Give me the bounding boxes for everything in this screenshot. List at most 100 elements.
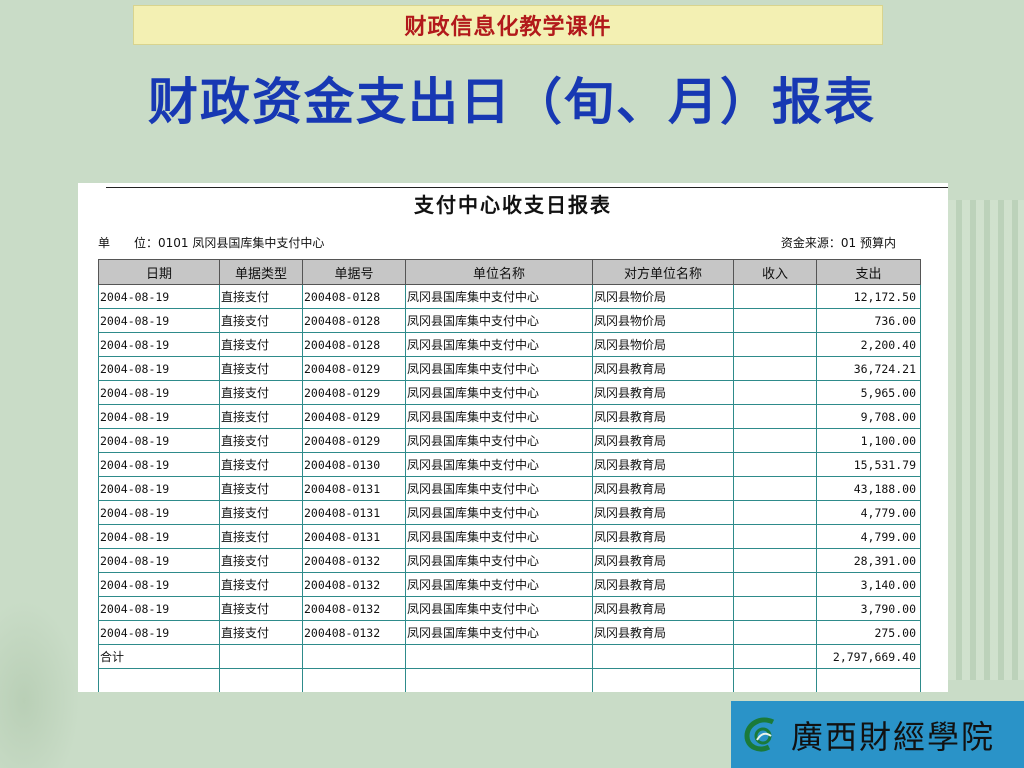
cell-counterparty: 凤冈县教育局 <box>592 476 734 501</box>
empty-row <box>98 668 921 692</box>
fund-source-label: 资金来源： <box>780 236 841 250</box>
cell-expense: 4,779.00 <box>816 500 921 525</box>
cell-unit-name: 凤冈县国库集中支付中心 <box>405 572 593 597</box>
cell-counterparty: 凤冈县教育局 <box>592 596 734 621</box>
slide-title: 财政资金支出日（旬、月）报表 <box>148 72 876 131</box>
cell-unit-name: 凤冈县国库集中支付中心 <box>405 500 593 525</box>
report-top-rule <box>106 187 948 188</box>
cell-doc-type: 直接支付 <box>219 356 303 381</box>
cell-unit-name: 凤冈县国库集中支付中心 <box>405 356 593 381</box>
cell-doc-number: 200408-0132 <box>302 620 406 645</box>
cell-doc-type: 直接支付 <box>219 308 303 333</box>
cell-doc-number: 200408-0129 <box>302 380 406 405</box>
table-row: 2004-08-19 直接支付 200408-0129 凤冈县国库集中支付中心 凤冈县教… <box>98 404 921 429</box>
cell-income <box>733 500 817 525</box>
cell-doc-number: 200408-0129 <box>302 428 406 453</box>
table-row: 2004-08-19 直接支付 200408-0132 凤冈县国库集中支付中心 凤冈县教… <box>98 572 921 597</box>
cell-income <box>733 596 817 621</box>
table-row: 2004-08-19 直接支付 200408-0130 凤冈县国库集中支付中心 凤冈县教… <box>98 452 921 477</box>
unit-label: 单 位： <box>98 236 159 250</box>
table-row: 2004-08-19 直接支付 200408-0131 凤冈县国库集中支付中心 凤冈县教… <box>98 500 921 525</box>
cell-counterparty: 凤冈县教育局 <box>592 404 734 429</box>
cell-counterparty: 凤冈县教育局 <box>592 524 734 549</box>
report-table: 日期 单据类型 单据号 单位名称 对方单位名称 收入 支出 2004-08-19… <box>98 259 921 692</box>
cell-doc-number: 200408-0129 <box>302 356 406 381</box>
cell-unit-name: 凤冈县国库集中支付中心 <box>405 524 593 549</box>
total-empty-cell <box>219 644 303 669</box>
cell-income <box>733 380 817 405</box>
empty-cell <box>733 668 817 692</box>
cell-counterparty: 凤冈县教育局 <box>592 452 734 477</box>
cell-counterparty: 凤冈县教育局 <box>592 356 734 381</box>
cell-counterparty: 凤冈县教育局 <box>592 548 734 573</box>
total-empty-cell <box>733 644 817 669</box>
cell-doc-type: 直接支付 <box>219 332 303 357</box>
table-row: 2004-08-19 直接支付 200408-0131 凤冈县国库集中支付中心 凤冈县教… <box>98 524 921 549</box>
cell-unit-name: 凤冈县国库集中支付中心 <box>405 476 593 501</box>
cell-doc-type: 直接支付 <box>219 380 303 405</box>
cell-date: 2004-08-19 <box>98 572 220 597</box>
background-decoration-left <box>0 600 80 768</box>
cell-doc-type: 直接支付 <box>219 596 303 621</box>
report-unit: 单 位：0101 凤冈县国库集中支付中心 <box>98 234 324 251</box>
college-logo: 廣西財經學院 <box>731 701 1024 768</box>
cell-doc-number: 200408-0128 <box>302 308 406 333</box>
cell-doc-number: 200408-0130 <box>302 452 406 477</box>
college-logo-icon <box>739 712 785 758</box>
cell-expense: 736.00 <box>816 308 921 333</box>
table-row: 2004-08-19 直接支付 200408-0128 凤冈县国库集中支付中心 凤冈县物… <box>98 284 921 309</box>
cell-counterparty: 凤冈县教育局 <box>592 380 734 405</box>
cell-date: 2004-08-19 <box>98 356 220 381</box>
column-header-doc-type: 单据类型 <box>219 259 303 285</box>
cell-date: 2004-08-19 <box>98 500 220 525</box>
column-header-income: 收入 <box>733 259 817 285</box>
empty-cell <box>816 668 921 692</box>
cell-expense: 4,799.00 <box>816 524 921 549</box>
total-empty-cell <box>592 644 734 669</box>
course-banner: 财政信息化教学课件 <box>133 5 883 45</box>
cell-date: 2004-08-19 <box>98 380 220 405</box>
cell-date: 2004-08-19 <box>98 548 220 573</box>
cell-doc-number: 200408-0132 <box>302 572 406 597</box>
cell-counterparty: 凤冈县物价局 <box>592 284 734 309</box>
cell-expense: 5,965.00 <box>816 380 921 405</box>
cell-doc-number: 200408-0128 <box>302 284 406 309</box>
cell-date: 2004-08-19 <box>98 452 220 477</box>
cell-unit-name: 凤冈县国库集中支付中心 <box>405 332 593 357</box>
cell-doc-type: 直接支付 <box>219 524 303 549</box>
cell-doc-type: 直接支付 <box>219 452 303 477</box>
cell-unit-name: 凤冈县国库集中支付中心 <box>405 548 593 573</box>
cell-date: 2004-08-19 <box>98 284 220 309</box>
cell-expense: 1,100.00 <box>816 428 921 453</box>
cell-expense: 36,724.21 <box>816 356 921 381</box>
report-screenshot: 支付中心收支日报表 单 位：0101 凤冈县国库集中支付中心 资金来源：01 预… <box>78 183 948 692</box>
cell-counterparty: 凤冈县物价局 <box>592 308 734 333</box>
cell-expense: 3,790.00 <box>816 596 921 621</box>
cell-income <box>733 572 817 597</box>
unit-value: 0101 凤冈县国库集中支付中心 <box>158 236 325 250</box>
cell-doc-type: 直接支付 <box>219 476 303 501</box>
cell-income <box>733 404 817 429</box>
course-banner-text: 财政信息化教学课件 <box>404 14 612 40</box>
cell-date: 2004-08-19 <box>98 476 220 501</box>
total-empty-cell <box>405 644 593 669</box>
table-row: 2004-08-19 直接支付 200408-0129 凤冈县国库集中支付中心 凤冈县教… <box>98 380 921 405</box>
cell-doc-number: 200408-0132 <box>302 548 406 573</box>
cell-income <box>733 356 817 381</box>
cell-doc-number: 200408-0132 <box>302 596 406 621</box>
total-empty-cell <box>302 644 406 669</box>
report-title: 支付中心收支日报表 <box>414 193 612 217</box>
cell-expense: 15,531.79 <box>816 452 921 477</box>
cell-doc-type: 直接支付 <box>219 428 303 453</box>
column-header-doc-number: 单据号 <box>302 259 406 285</box>
column-header-counterparty: 对方单位名称 <box>592 259 734 285</box>
cell-expense: 12,172.50 <box>816 284 921 309</box>
cell-unit-name: 凤冈县国库集中支付中心 <box>405 428 593 453</box>
cell-doc-number: 200408-0131 <box>302 476 406 501</box>
total-label: 合计 <box>98 644 220 669</box>
cell-income <box>733 284 817 309</box>
cell-unit-name: 凤冈县国库集中支付中心 <box>405 284 593 309</box>
cell-income <box>733 620 817 645</box>
table-row: 2004-08-19 直接支付 200408-0132 凤冈县国库集中支付中心 凤冈县教… <box>98 548 921 573</box>
cell-date: 2004-08-19 <box>98 308 220 333</box>
